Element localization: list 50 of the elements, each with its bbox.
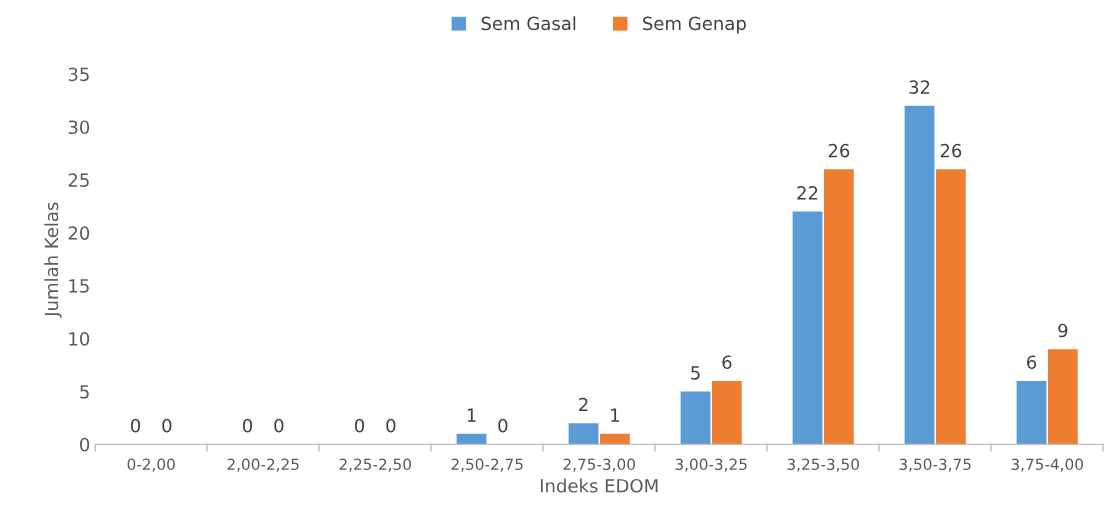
legend-label: Sem Genap xyxy=(643,16,746,34)
x-axis-title: Indeks EDOM xyxy=(540,478,658,493)
bar xyxy=(904,105,935,445)
y-tick-label: 15 xyxy=(69,279,89,293)
data-label: 9 xyxy=(1058,323,1068,338)
data-label: 0 xyxy=(354,418,365,433)
data-label: 0 xyxy=(130,418,141,433)
data-label: 6 xyxy=(1027,355,1037,370)
bar xyxy=(680,391,711,445)
x-tick-label: 2,50-2,75 xyxy=(451,458,523,472)
x-tick-label: 3,25-3,50 xyxy=(787,458,859,472)
bar xyxy=(568,423,599,445)
data-label: 6 xyxy=(722,355,732,370)
x-tick-label: 3,75-4,00 xyxy=(1011,458,1083,472)
x-tick-label: 2,00-2,25 xyxy=(227,458,299,472)
bar xyxy=(456,433,487,445)
x-tick-label: 3,00-3,25 xyxy=(675,458,747,472)
y-tick-label: 30 xyxy=(68,120,90,135)
data-label: 0 xyxy=(162,418,172,433)
x-tick-label: 2,25-2,50 xyxy=(339,458,411,472)
data-label: 1 xyxy=(611,408,619,422)
y-axis-title: Jumlah Kelas xyxy=(44,202,62,318)
x-tick-label: 0-2,00 xyxy=(127,458,175,472)
data-label: 0 xyxy=(386,418,396,433)
bar xyxy=(935,169,966,445)
data-label: 26 xyxy=(940,143,962,158)
data-label: 26 xyxy=(828,143,850,158)
data-label: 1 xyxy=(467,408,476,422)
bar xyxy=(1016,380,1047,445)
x-tick-label: 2,75-3,00 xyxy=(563,458,635,472)
bar xyxy=(1047,349,1078,445)
y-tick-label: 0 xyxy=(80,437,90,452)
bar xyxy=(711,380,742,445)
data-label: 2 xyxy=(579,397,588,412)
y-tick-label: 20 xyxy=(68,226,90,240)
data-label: 22 xyxy=(797,186,818,200)
data-label: 0 xyxy=(274,418,284,433)
bar xyxy=(599,433,630,445)
data-label: 0 xyxy=(242,418,253,433)
y-tick-label: 5 xyxy=(80,385,89,399)
data-label: 32 xyxy=(909,80,930,94)
y-tick-label: 25 xyxy=(68,173,89,187)
y-tick-label: 35 xyxy=(68,67,89,82)
bar xyxy=(792,211,823,445)
data-label: 5 xyxy=(691,366,700,380)
data-label: 0 xyxy=(498,418,508,433)
legend-label: Sem Gasal xyxy=(481,16,576,31)
x-tick-label: 3,50-3,75 xyxy=(899,458,971,472)
y-tick-label: 10 xyxy=(69,332,90,346)
bar xyxy=(823,169,854,445)
